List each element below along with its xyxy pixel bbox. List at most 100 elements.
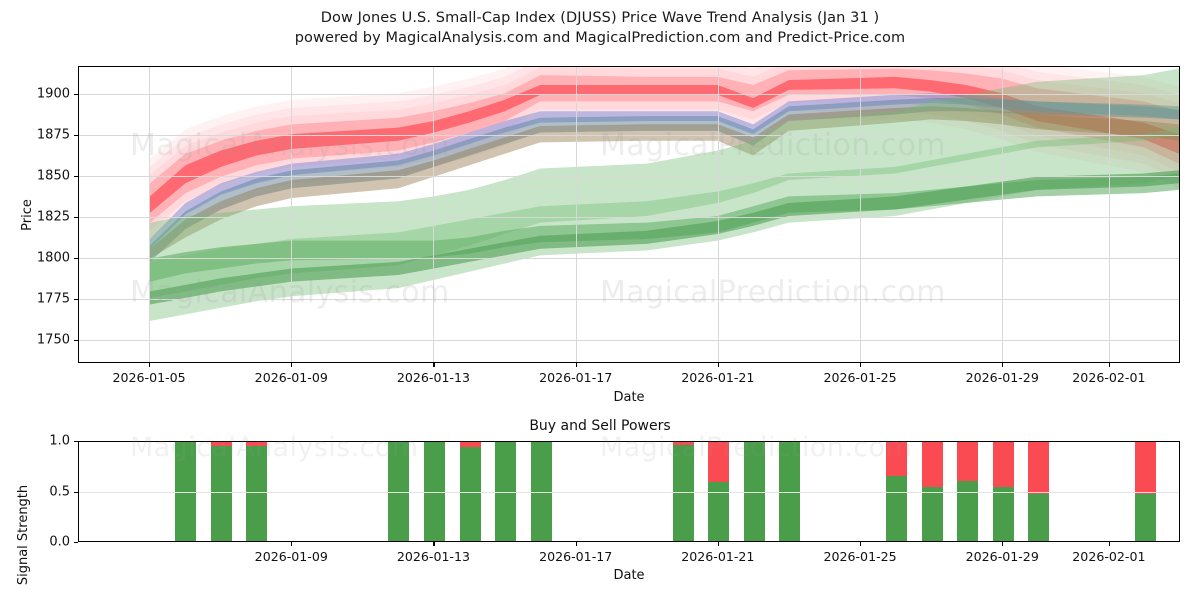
price-xtick-label: 2026-01-21 [681,370,755,385]
price-ytick-mark [74,175,78,178]
price-chart-xlabel: Date [613,390,645,405]
signal-bar-buy-segment [708,480,730,541]
price-ytick-label: 1900 [36,86,70,102]
signal-bar-sell-segment [459,442,481,448]
price-gridline-vertical [575,67,577,362]
price-band-lower-dark-green-core [149,170,1179,305]
signal-bar-buy-segment [459,445,481,541]
signal-bar-sell-segment [210,442,232,447]
signal-bar-buy-segment [886,474,908,541]
signal-ytick-mark [74,542,78,544]
price-xtick-label: 2026-02-01 [1072,370,1146,385]
price-ytick-label: 1825 [36,209,70,225]
price-gridline-horizontal [79,175,1179,177]
price-ytick-label: 1850 [36,168,70,184]
price-gridline-horizontal [79,299,1179,300]
price-xtick-label: 2026-01-25 [823,370,897,385]
price-gridline-vertical [1108,67,1110,362]
signal-ytick-mark [74,491,78,493]
price-gridline-horizontal [79,257,1179,259]
price-gridline-vertical [860,67,862,362]
price-ytick-mark [74,216,78,219]
price-ytick-label: 1875 [36,127,70,143]
signal-bar[interactable] [1134,442,1156,541]
price-xtick-label: 2026-01-13 [396,370,471,385]
price-band-red-feather-1 [149,67,1179,231]
signal-xtick-label: 2026-01-21 [681,549,755,564]
price-gridline-horizontal [79,134,1179,136]
signal-xtick-label: 2026-02-01 [1072,549,1146,564]
signal-bar[interactable] [210,442,232,541]
signal-bar-sell-segment [1028,442,1050,494]
signal-bar[interactable] [957,442,979,541]
price-xtick-mark [291,363,293,367]
price-xtick-label: 2026-01-09 [254,370,328,385]
signal-xtick-label: 2026-01-25 [823,549,897,564]
signal-bar[interactable] [921,442,943,541]
signal-bar-buy-segment [1134,491,1156,541]
signal-chart-plot-area [78,441,1180,542]
signal-xtick-label: 2026-01-09 [254,549,328,564]
signal-bar-sell-segment [1134,442,1156,494]
price-gridline-horizontal [79,93,1179,95]
price-ytick-mark [74,134,78,137]
lower-chart-title: Buy and Sell Powers [529,418,671,434]
price-band-layer [149,67,1179,321]
signal-bar-buy-segment [957,479,979,541]
signal-bar[interactable] [1028,442,1050,541]
signal-bar-buy-segment [1028,491,1050,541]
price-ytick-mark [74,257,78,260]
signal-ytick-mark [74,441,78,443]
signal-chart-xlabel: Date [613,568,645,583]
signal-bar-buy-segment [246,444,268,541]
signal-xtick-mark [717,542,720,546]
signal-bar[interactable] [886,442,908,541]
price-band-teal-slate-band [149,98,1179,262]
signal-bar-sell-segment [246,442,268,447]
price-gridline-vertical [433,67,435,362]
price-band-outer-red-upper-band [149,68,1179,223]
price-band-blue-violet-band [149,93,1179,249]
signal-bar-sell-segment [672,442,694,446]
signal-bar-buy-segment [992,485,1014,541]
signal-bar-buy-segment [921,485,943,541]
price-gridline-vertical [1002,67,1004,362]
signal-chart-ylabel: Signal Strength [16,484,31,586]
price-xtick-mark [433,363,435,367]
price-xtick-mark [717,363,720,367]
price-chart-ylabel: Price [20,199,35,231]
price-xtick-mark [575,363,577,367]
price-band-red-feather-3 [149,67,1179,248]
signal-xtick-label: 2026-01-29 [965,549,1039,564]
price-xtick-label: 2026-01-17 [539,370,613,385]
price-xtick-mark [1108,363,1111,367]
price-gridline-vertical [149,67,151,362]
price-ytick-mark [74,93,78,96]
signal-bar-sell-segment [921,442,943,488]
figure-title-line2: powered by MagicalAnalysis.com and Magic… [294,30,906,46]
signal-xtick-mark [1002,542,1004,546]
figure-title: Dow Jones U.S. Small-Cap Index (DJUSS) P… [0,8,1200,48]
signal-bar[interactable] [708,442,730,541]
price-gridline-vertical [291,67,293,362]
signal-bar-sell-segment [708,442,730,483]
signal-xtick-mark [575,542,577,546]
signal-bar[interactable] [459,442,481,541]
price-xtick-label: 2026-01-29 [965,370,1039,385]
signal-ytick-label: 0.0 [49,534,70,550]
signal-bar[interactable] [992,442,1014,541]
figure-title-line1: Dow Jones U.S. Small-Cap Index (DJUSS) P… [320,10,880,26]
signal-xtick-label: 2026-01-13 [396,549,471,564]
signal-ytick-label: 0.5 [49,484,70,499]
signal-xtick-label: 2026-01-17 [539,549,613,564]
price-chart-plot-area [78,66,1180,363]
signal-bar-buy-segment [210,444,232,541]
signal-bar[interactable] [246,442,268,541]
price-ytick-mark [74,299,78,301]
signal-gridline-horizontal [79,491,1179,493]
price-band-brown-olive-band [149,106,1179,259]
price-xtick-mark [1002,363,1004,367]
price-ytick-label: 1775 [36,291,70,307]
signal-bar-sell-segment [992,442,1014,488]
